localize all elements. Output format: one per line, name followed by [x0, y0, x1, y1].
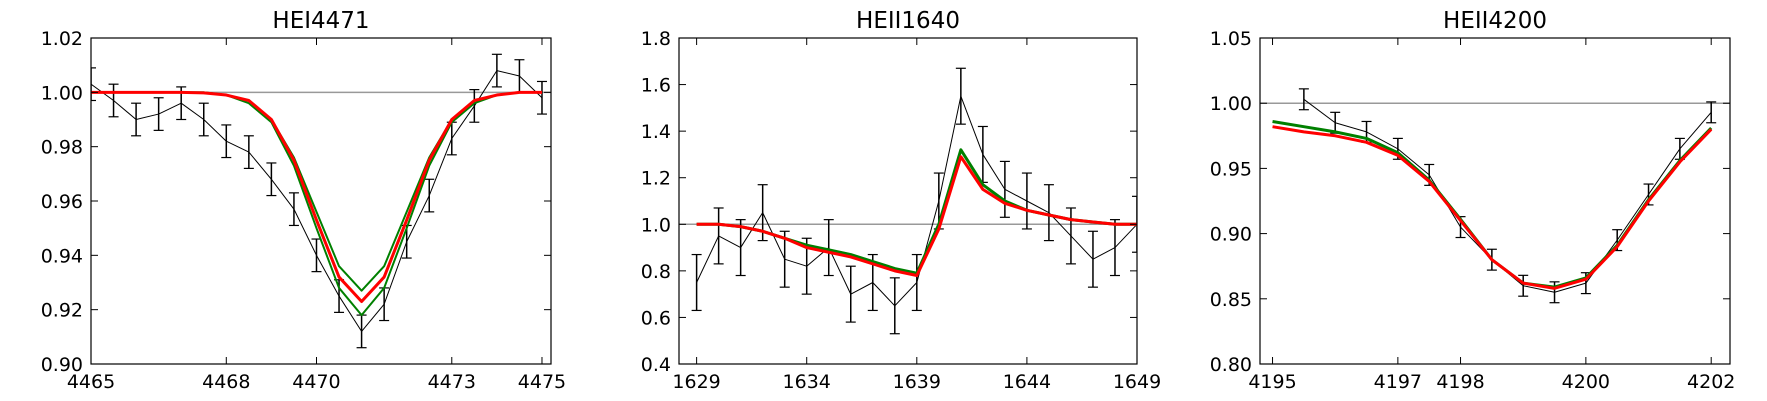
y-tick-label: 1.6 [641, 75, 671, 97]
y-tick-label: 0.80 [1210, 354, 1252, 376]
y-tick-label: 1.0 [641, 214, 671, 236]
y-tick-label: 1.2 [641, 168, 671, 190]
y-tick-label: 1.4 [641, 121, 671, 143]
plot-area [679, 67, 1137, 335]
y-tick-label: 0.90 [1210, 224, 1252, 246]
y-tick-label: 0.98 [41, 137, 83, 159]
x-tick-label: 1629 [672, 371, 720, 393]
plot-frame [90, 37, 552, 365]
x-tick-label: 4465 [67, 371, 115, 393]
plot-area [1260, 88, 1730, 304]
plot-frame [678, 37, 1138, 365]
y-tick-label: 0.90 [41, 354, 83, 376]
plot-area [91, 53, 551, 349]
panel-title: HEII1640 [856, 8, 960, 34]
x-tick-label: 4468 [202, 371, 250, 393]
x-tick-label: 4200 [1562, 371, 1610, 393]
y-tick-label: 0.6 [641, 307, 671, 329]
x-tick-label: 4202 [1687, 371, 1735, 393]
series-line [91, 70, 543, 332]
y-tick-label: 1.05 [1210, 28, 1252, 50]
x-tick-label: 4197 [1374, 371, 1422, 393]
x-tick-label: 1634 [783, 371, 831, 393]
y-tick-label: 0.96 [41, 191, 83, 213]
y-tick-label: 0.92 [41, 300, 83, 322]
series-line [696, 95, 1137, 307]
panel-title: HEII4200 [1443, 8, 1547, 34]
panel-title: HEI4471 [272, 8, 369, 34]
series-line [696, 155, 1137, 278]
x-tick-label: 1639 [893, 371, 941, 393]
x-tick-label: 4475 [518, 371, 566, 393]
y-tick-label: 1.02 [41, 28, 83, 50]
x-tick-label: 1644 [1003, 371, 1051, 393]
panel: HEI4471 0.90 0.92 0.94 0.96 0.98 1.00 1.02 4465 4… [41, 8, 566, 393]
series-line [1272, 125, 1713, 290]
x-tick-label: 4473 [428, 371, 476, 393]
plot-frame [1259, 37, 1731, 365]
panel: HEII4200 0.80 0.85 0.90 0.95 1.00 1.05 4195 4197… [1210, 8, 1736, 393]
y-tick-label: 0.4 [641, 354, 671, 376]
x-tick-label: 4470 [292, 371, 340, 393]
panel: HEII1640 0.4 0.6 0.8 1.0 1.2 1.4 1.6 1.8 1629 1634… [641, 8, 1161, 393]
y-tick-label: 0.94 [41, 245, 83, 267]
y-tick-label: 1.00 [41, 82, 83, 104]
x-tick-label: 4198 [1436, 371, 1484, 393]
x-tick-label: 1649 [1113, 371, 1161, 393]
series-line [91, 90, 542, 304]
y-tick-label: 1.8 [641, 28, 671, 50]
y-tick-label: 0.8 [641, 261, 671, 283]
y-tick-label: 1.00 [1210, 93, 1252, 115]
y-tick-label: 0.85 [1210, 289, 1252, 311]
y-tick-label: 0.95 [1210, 158, 1252, 180]
x-tick-label: 4195 [1248, 371, 1296, 393]
